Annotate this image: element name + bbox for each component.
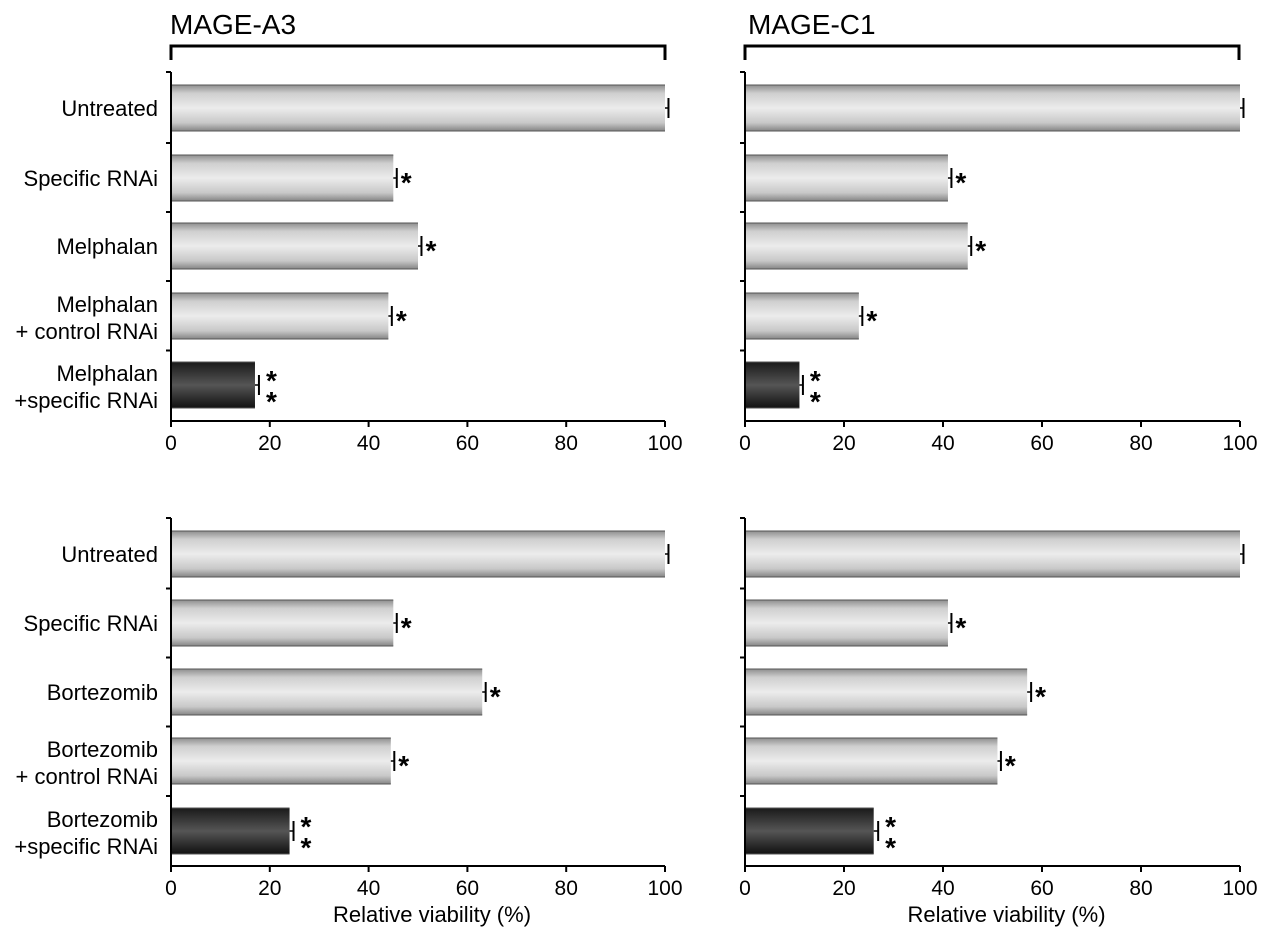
bar <box>172 293 389 339</box>
x-tick-label: 40 <box>931 877 954 900</box>
bar <box>172 600 394 646</box>
header-title-mage-a3: MAGE-A3 <box>170 9 296 40</box>
category-label: Bortezomib +specific RNAi <box>14 807 158 859</box>
x-tick-label: 20 <box>258 877 281 900</box>
significance-mark: * <box>301 811 312 842</box>
header-title-mage-c1: MAGE-C1 <box>748 9 876 40</box>
x-tick-label: 0 <box>739 877 751 900</box>
x-tick-label: 80 <box>555 877 578 900</box>
significance-mark: * <box>885 832 896 863</box>
x-tick-label: 40 <box>931 432 954 455</box>
x-tick-label: 100 <box>647 877 682 900</box>
significance-mark: * <box>1035 681 1046 712</box>
significance-mark: * <box>955 612 966 643</box>
bar <box>172 223 418 269</box>
x-tick-label: 80 <box>1129 432 1152 455</box>
bar <box>746 600 948 646</box>
x-tick-label: 100 <box>1222 877 1257 900</box>
bar <box>746 85 1240 131</box>
significance-mark: * <box>885 811 896 842</box>
significance-mark: * <box>301 832 312 863</box>
category-label-line: + control RNAi <box>16 319 158 344</box>
x-tick-label: 40 <box>357 877 380 900</box>
significance-mark: * <box>396 305 407 336</box>
category-label-line: +specific RNAi <box>14 388 158 413</box>
significance-mark: * <box>955 167 966 198</box>
significance-mark: * <box>425 235 436 266</box>
x-tick-label: 80 <box>555 432 578 455</box>
category-label-line: + control RNAi <box>16 764 158 789</box>
bar <box>746 362 800 408</box>
significance-mark: * <box>975 235 986 266</box>
x-tick-label: 80 <box>1129 877 1152 900</box>
bar <box>172 669 483 715</box>
category-label-line: Melphalan <box>56 361 158 386</box>
bar <box>746 669 1028 715</box>
bar <box>172 362 255 408</box>
x-tick-label: 20 <box>832 432 855 455</box>
category-label: Untreated <box>61 542 158 567</box>
x-tick-label: 100 <box>1222 432 1257 455</box>
chart-panel-2: 0 20 40 60 80 100***** <box>739 71 1258 455</box>
bar <box>746 293 859 339</box>
x-tick-label: 0 <box>739 432 751 455</box>
significance-mark: * <box>1005 750 1016 781</box>
bar <box>746 531 1240 577</box>
significance-mark: * <box>810 386 821 417</box>
x-tick-label: 20 <box>258 432 281 455</box>
category-label: Melphalan +specific RNAi <box>14 361 158 413</box>
x-tick-label: 0 <box>165 432 177 455</box>
header-bracket-mage-c1 <box>743 44 1241 60</box>
significance-mark: * <box>810 365 821 396</box>
bar <box>746 808 874 854</box>
x-tick-label: 20 <box>832 877 855 900</box>
significance-mark: * <box>866 305 877 336</box>
category-label: Melphalan + control RNAi <box>16 292 158 344</box>
significance-mark: * <box>401 167 412 198</box>
bar <box>172 738 391 784</box>
significance-mark: * <box>398 750 409 781</box>
significance-mark: * <box>266 386 277 417</box>
bar <box>746 155 948 201</box>
x-axis-title: Relative viability (%) <box>907 902 1105 927</box>
category-label: Melphalan <box>56 234 158 259</box>
category-label-line: Bortezomib <box>47 807 158 832</box>
category-label: Bortezomib <box>47 680 158 705</box>
category-label-line: Melphalan <box>56 292 158 317</box>
chart-panel-3: 0 20 40 60 80 100 Relative viability (%) Untrea… <box>14 517 683 927</box>
category-label: Untreated <box>61 96 158 121</box>
header-bracket-mage-a3 <box>169 44 667 60</box>
x-tick-label: 60 <box>1030 877 1053 900</box>
x-tick-label: 40 <box>357 432 380 455</box>
bar <box>172 155 394 201</box>
significance-mark: * <box>401 612 412 643</box>
bar <box>746 223 968 269</box>
bar <box>172 808 290 854</box>
bar <box>172 531 665 577</box>
bar <box>746 738 998 784</box>
x-axis-title: Relative viability (%) <box>333 902 531 927</box>
category-label-line: Bortezomib <box>47 737 158 762</box>
category-label: Specific RNAi <box>24 166 158 191</box>
x-tick-label: 100 <box>647 432 682 455</box>
significance-mark: * <box>490 681 501 712</box>
x-tick-label: 60 <box>1030 432 1053 455</box>
category-label: Bortezomib + control RNAi <box>16 737 158 789</box>
category-label-line: +specific RNAi <box>14 834 158 859</box>
category-label: Specific RNAi <box>24 611 158 636</box>
bar <box>172 85 665 131</box>
significance-mark: * <box>266 365 277 396</box>
chart-panel-1: 0 20 40 60 80 100 Untreated * Specific RNAi * Melp… <box>14 71 683 455</box>
x-tick-label: 0 <box>165 877 177 900</box>
x-tick-label: 60 <box>456 432 479 455</box>
x-tick-label: 60 <box>456 877 479 900</box>
